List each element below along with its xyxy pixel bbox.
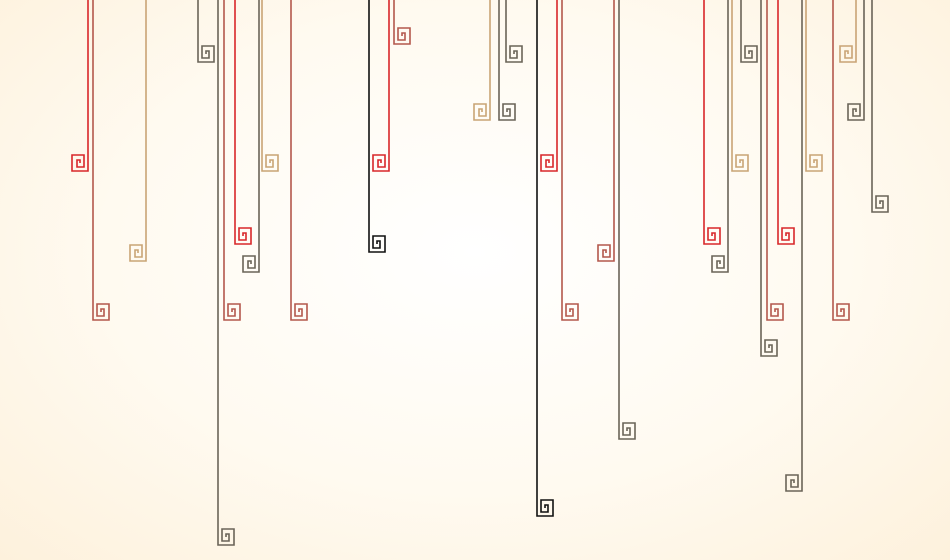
hanging-line-with-spiral-rust (832, 0, 850, 321)
hanging-line-with-spiral-rust (561, 0, 579, 321)
hanging-line-with-spiral-grey (217, 0, 235, 546)
hanging-line-with-spiral-grey (711, 0, 729, 273)
hanging-line-with-spiral-grey (740, 0, 758, 63)
hanging-line-with-spiral-grey (242, 0, 260, 273)
hanging-line-with-spiral-red (777, 0, 795, 245)
hanging-line-with-spiral-rust (597, 0, 615, 262)
hanging-line-with-spiral-grey (785, 0, 803, 492)
hanging-line-with-spiral-grey (618, 0, 636, 440)
hanging-line-with-spiral-rust (766, 0, 784, 321)
hanging-line-with-spiral-red (540, 0, 558, 172)
hanging-line-with-spiral-tan (261, 0, 279, 172)
hanging-line-with-spiral-red (234, 0, 252, 245)
hanging-line-with-spiral-red (372, 0, 390, 172)
hanging-line-with-spiral-tan (839, 0, 857, 63)
hanging-line-with-spiral-grey (498, 0, 516, 121)
hanging-line-with-spiral-grey (505, 0, 523, 63)
hanging-line-with-spiral-tan (731, 0, 749, 172)
hanging-line-with-spiral-tan (129, 0, 147, 262)
hanging-line-with-spiral-black (368, 0, 386, 253)
hanging-line-with-spiral-grey (197, 0, 215, 63)
hanging-line-with-spiral-rust (290, 0, 308, 321)
hanging-line-with-spiral-rust (92, 0, 110, 321)
hanging-line-with-spiral-rust (223, 0, 241, 321)
hanging-line-with-spiral-red (703, 0, 721, 245)
hanging-line-with-spiral-black (536, 0, 554, 517)
hanging-line-with-spiral-grey (760, 0, 778, 357)
hanging-line-with-spiral-grey (871, 0, 889, 213)
hanging-line-with-spiral-tan (473, 0, 491, 121)
hanging-line-with-spiral-red (71, 0, 89, 172)
hanging-line-with-spiral-grey (847, 0, 865, 121)
hanging-line-with-spiral-tan (805, 0, 823, 172)
hanging-line-with-spiral-rust (393, 0, 411, 45)
